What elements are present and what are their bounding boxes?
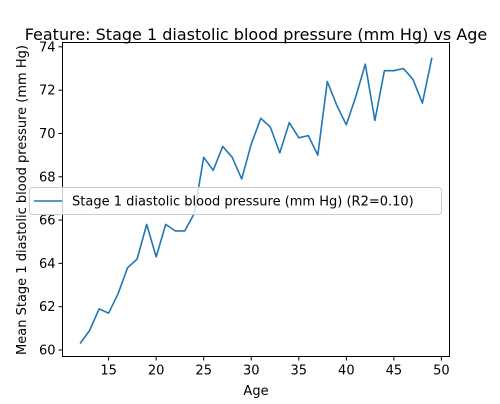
x-tick-label: 45: [386, 364, 403, 379]
legend-box: [29, 187, 442, 215]
x-tick-label: 15: [100, 364, 117, 379]
chart-title: Feature: Stage 1 diastolic blood pressur…: [25, 25, 488, 44]
x-tick-label: 35: [291, 364, 308, 379]
y-tick-label: 64: [39, 257, 56, 272]
x-tick-label: 40: [338, 364, 355, 379]
series-line: [79, 57, 433, 344]
x-tick-label: 50: [433, 364, 450, 379]
x-tick-label: 20: [148, 364, 165, 379]
x-axis: 15 20 25 30 35 40 45 50: [100, 356, 450, 379]
x-tick-label: 30: [243, 364, 260, 379]
y-tick-label: 74: [39, 40, 56, 55]
y-tick-label: 66: [39, 214, 56, 229]
x-axis-label: Age: [243, 384, 268, 399]
y-tick-label: 70: [39, 127, 56, 142]
legend-entry-label: Stage 1 diastolic blood pressure (mm Hg)…: [72, 195, 414, 210]
y-tick-label: 68: [39, 170, 56, 185]
y-tick-label: 60: [39, 344, 56, 359]
y-tick-label: 72: [39, 84, 56, 99]
y-axis: 60 62 64 66 68 70 72 74: [39, 40, 63, 359]
x-tick-label: 25: [195, 364, 212, 379]
y-tick-label: 62: [39, 300, 56, 315]
legend: Stage 1 diastolic blood pressure (mm Hg)…: [29, 187, 442, 215]
y-axis-label: Mean Stage 1 diastolic blood pressure (m…: [15, 45, 30, 355]
